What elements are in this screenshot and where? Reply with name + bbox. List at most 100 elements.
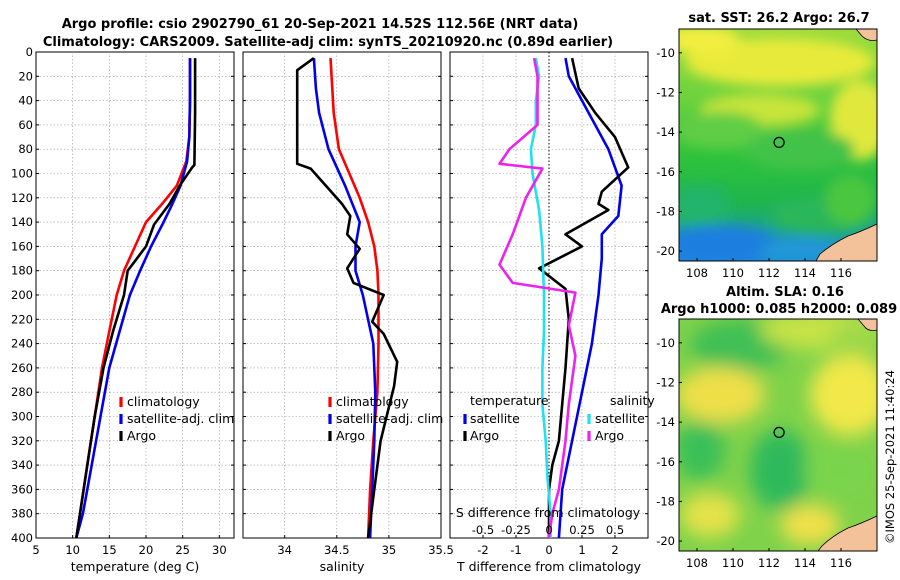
sst-map-title: sat. SST: 26.2 Argo: 26.7: [688, 11, 869, 26]
x-tick-label: 15: [102, 543, 117, 557]
map-lon-label: 112: [758, 266, 780, 280]
legend-title-temperature: temperature: [470, 393, 549, 408]
map-lat-label: -10: [656, 46, 675, 60]
salinity-xlabel: salinity: [320, 559, 365, 574]
map-lon-label: 116: [830, 266, 852, 280]
map-lat-label: -10: [656, 336, 675, 350]
series-line-argo: [75, 58, 197, 539]
map-lat-label: -12: [656, 375, 675, 389]
legend-label: Argo: [595, 428, 624, 443]
x-tick-label: 35.5: [428, 543, 454, 557]
map-lat-label: -18: [656, 204, 675, 218]
map-lat-label: -18: [656, 494, 675, 508]
salinity-grid: [243, 52, 441, 538]
legend-label: climatology: [336, 394, 409, 409]
s-tick-label: -0.25: [501, 523, 531, 537]
sst-argo-location-marker: [773, 136, 785, 149]
y-tick-label: 300: [11, 410, 33, 424]
temperature-panel: 0 20 40 60 80 100 120 140 160 180 200 220 240 260 280 3…: [11, 45, 235, 574]
x-tick-label: 0: [545, 543, 552, 557]
x-tick-label: 20: [139, 543, 154, 557]
y-tick-label: 0: [26, 45, 33, 59]
sst-map-panel: sat. SST: 26.2 Argo: 26.7 108 110 112 114 11…: [656, 11, 878, 280]
legend-label: satellite: [595, 411, 645, 426]
x-tick-label: 2: [611, 543, 618, 557]
sla-map-title-line2: Argo h1000: 0.085 h2000: 0.089: [661, 302, 897, 317]
y-tick-label: 260: [11, 361, 33, 375]
difference-panel: -2 -1 0 1 2 S difference from climatology -0…: [449, 51, 655, 574]
legend-label: Argo: [127, 428, 156, 443]
x-tick-label: 30: [212, 543, 227, 557]
figure-title-line2: Climatology: CARS2009. Satellite-adj cli…: [43, 35, 613, 50]
y-tick-label: 320: [11, 434, 33, 448]
x-tick-label: 34: [277, 543, 292, 557]
y-tick-label: 280: [11, 385, 33, 399]
s-tick-label: 0: [545, 523, 552, 537]
y-tick-label: 380: [11, 507, 33, 521]
y-tick-label: 140: [11, 215, 33, 229]
y-tick-label: 200: [11, 288, 33, 302]
salinity-panel: 34 34.5 35 35.5 salinity climatology satelli…: [242, 51, 454, 574]
y-tick-label: 60: [18, 118, 33, 132]
legend-label: Argo: [336, 428, 365, 443]
y-tick-label: 100: [11, 167, 33, 181]
legend-label: climatology: [127, 394, 200, 409]
map-lon-label: 112: [758, 556, 780, 570]
x-tick-label: -1: [510, 543, 521, 557]
map-lon-label: 116: [830, 556, 852, 570]
y-tick-label: 240: [11, 337, 33, 351]
y-tick-label: 220: [11, 312, 33, 326]
map-lat-label: -16: [656, 165, 675, 179]
legend-label: satellite: [470, 411, 520, 426]
series-line-temperature-satellite: [557, 57, 623, 539]
map-lon-label: 110: [722, 556, 744, 570]
series-line-satellite-adj-clim: [312, 58, 377, 539]
sla-map-title-line1: Altim. SLA: 0.16: [726, 285, 844, 300]
legend-title-salinity: salinity: [610, 393, 655, 408]
x-tick-label: 35: [382, 543, 397, 557]
legend-label: Argo: [470, 428, 499, 443]
s-tick-label: -0.5: [472, 523, 494, 537]
salinity-legend: climatology satellite-adj. clim Argo: [328, 394, 443, 443]
y-tick-label: 180: [11, 264, 33, 278]
series-line-salinity-satellite: [529, 57, 552, 538]
y-tick-label: 120: [11, 191, 33, 205]
s-difference-label: S difference from climatology: [456, 505, 641, 520]
map-lat-label: -20: [656, 534, 675, 548]
t-difference-xlabel: T difference from climatology: [456, 559, 642, 574]
temperature-grid: [36, 52, 234, 538]
sla-land-southeast: [817, 515, 877, 551]
sla-field: [679, 319, 877, 545]
series-line-salinity-argo: [498, 57, 577, 539]
sla-map-frame: [678, 318, 878, 552]
sst-land-southeast: [815, 223, 877, 261]
temperature-legend: climatology satellite-adj. clim Argo: [119, 394, 234, 443]
imos-credit: ©IMOS 25-Sep-2021 11:40:24: [883, 370, 897, 544]
sla-map-panel: Altim. SLA: 0.16 Argo h1000: 0.085 h2000…: [656, 285, 897, 570]
x-tick-label: 10: [65, 543, 80, 557]
s-tick-label: 0.5: [606, 523, 624, 537]
map-lat-label: -12: [656, 85, 675, 99]
x-tick-label: 1: [578, 543, 585, 557]
y-tick-label: 40: [18, 94, 33, 108]
map-lon-label: 108: [686, 556, 708, 570]
map-lon-label: 114: [794, 266, 816, 280]
y-tick-label: 340: [11, 458, 33, 472]
x-tick-label: 5: [32, 543, 39, 557]
map-lat-label: -16: [656, 455, 675, 469]
y-tick-label: 20: [18, 69, 33, 83]
y-tick-label: 160: [11, 239, 33, 253]
x-tick-label: 25: [175, 543, 190, 557]
s-tick-label: 0.25: [569, 523, 595, 537]
difference-legend: temperature satellite Argo salinity satellit…: [463, 393, 655, 443]
figure-title-line1: Argo profile: csio 2902790_61 20-Sep-202…: [62, 17, 579, 32]
legend-label: satellite-adj. clim: [336, 411, 443, 426]
x-tick-label: 34.5: [324, 543, 350, 557]
sst-map-frame: [678, 28, 878, 262]
y-tick-label: 80: [18, 142, 33, 156]
sla-argo-location-marker: [773, 426, 785, 439]
legend-label: satellite-adj. clim: [127, 411, 234, 426]
series-line-satellite-adj-clim: [75, 58, 192, 539]
temperature-xlabel: temperature (deg C): [71, 559, 200, 574]
